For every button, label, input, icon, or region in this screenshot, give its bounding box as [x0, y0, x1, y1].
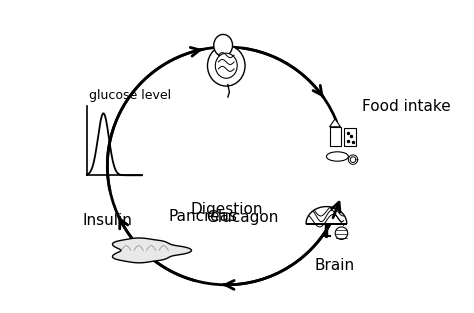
Bar — [329, 127, 340, 146]
Ellipse shape — [208, 45, 245, 86]
Text: glucose level: glucose level — [89, 89, 171, 102]
Ellipse shape — [215, 53, 237, 78]
Polygon shape — [112, 238, 191, 263]
Polygon shape — [306, 207, 347, 224]
Text: Insulin: Insulin — [82, 213, 132, 228]
Text: Pancreas: Pancreas — [168, 209, 237, 224]
Text: Digestion: Digestion — [190, 202, 263, 217]
Ellipse shape — [335, 227, 348, 239]
Text: Food intake: Food intake — [363, 99, 451, 114]
Ellipse shape — [214, 34, 233, 56]
Text: Glucagon: Glucagon — [206, 210, 278, 225]
Text: Brain: Brain — [314, 258, 355, 273]
Ellipse shape — [327, 152, 348, 161]
Bar — [344, 128, 356, 146]
Polygon shape — [329, 119, 340, 127]
